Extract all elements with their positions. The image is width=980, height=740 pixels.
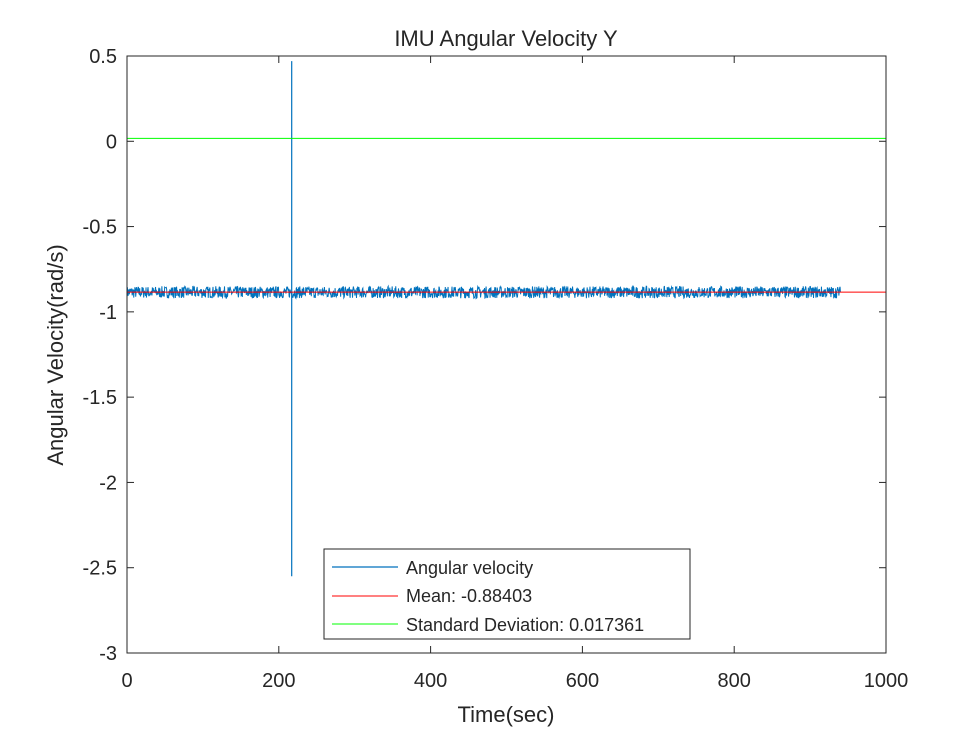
y-tick-label: -1	[99, 302, 117, 324]
x-axis-label: Time(sec)	[458, 702, 555, 727]
plot-axes-box	[126, 55, 887, 654]
legend-box	[323, 548, 691, 640]
y-tick-label: -1.5	[83, 387, 117, 409]
y-tick-label: -2	[99, 472, 117, 494]
y-axis-label: Angular Velocity(rad/s)	[43, 244, 68, 465]
chart-title: IMU Angular Velocity Y	[394, 26, 618, 51]
y-tick-label: -3	[99, 643, 117, 665]
x-tick-label: 600	[566, 670, 599, 692]
x-tick-label: 400	[414, 670, 447, 692]
y-tick-label: -2.5	[83, 558, 117, 580]
legend: Angular velocity Mean: -0.88403 Standard…	[323, 548, 691, 640]
x-tick-label: 800	[718, 670, 751, 692]
y-tick-label: -0.5	[83, 217, 117, 239]
series-angular-velocity	[126, 284, 841, 300]
x-tick-label: 1000	[864, 670, 909, 692]
x-tick-label: 0	[121, 670, 132, 692]
tick-layer: 0 200 400 600 800 1000 -3 -2.5 -2 -1.5 -1 -0.5 0 0.5	[83, 46, 909, 692]
legend-entry-standard-deviation: Standard Deviation: 0.017361	[406, 615, 644, 635]
legend-entry-angular-velocity: Angular velocity	[406, 558, 533, 578]
x-tick-label: 200	[262, 670, 295, 692]
legend-entry-mean: Mean: -0.88403	[406, 586, 532, 606]
y-tick-label: 0	[106, 131, 117, 153]
series-layer	[126, 61, 886, 577]
y-tick-label: 0.5	[89, 46, 117, 68]
